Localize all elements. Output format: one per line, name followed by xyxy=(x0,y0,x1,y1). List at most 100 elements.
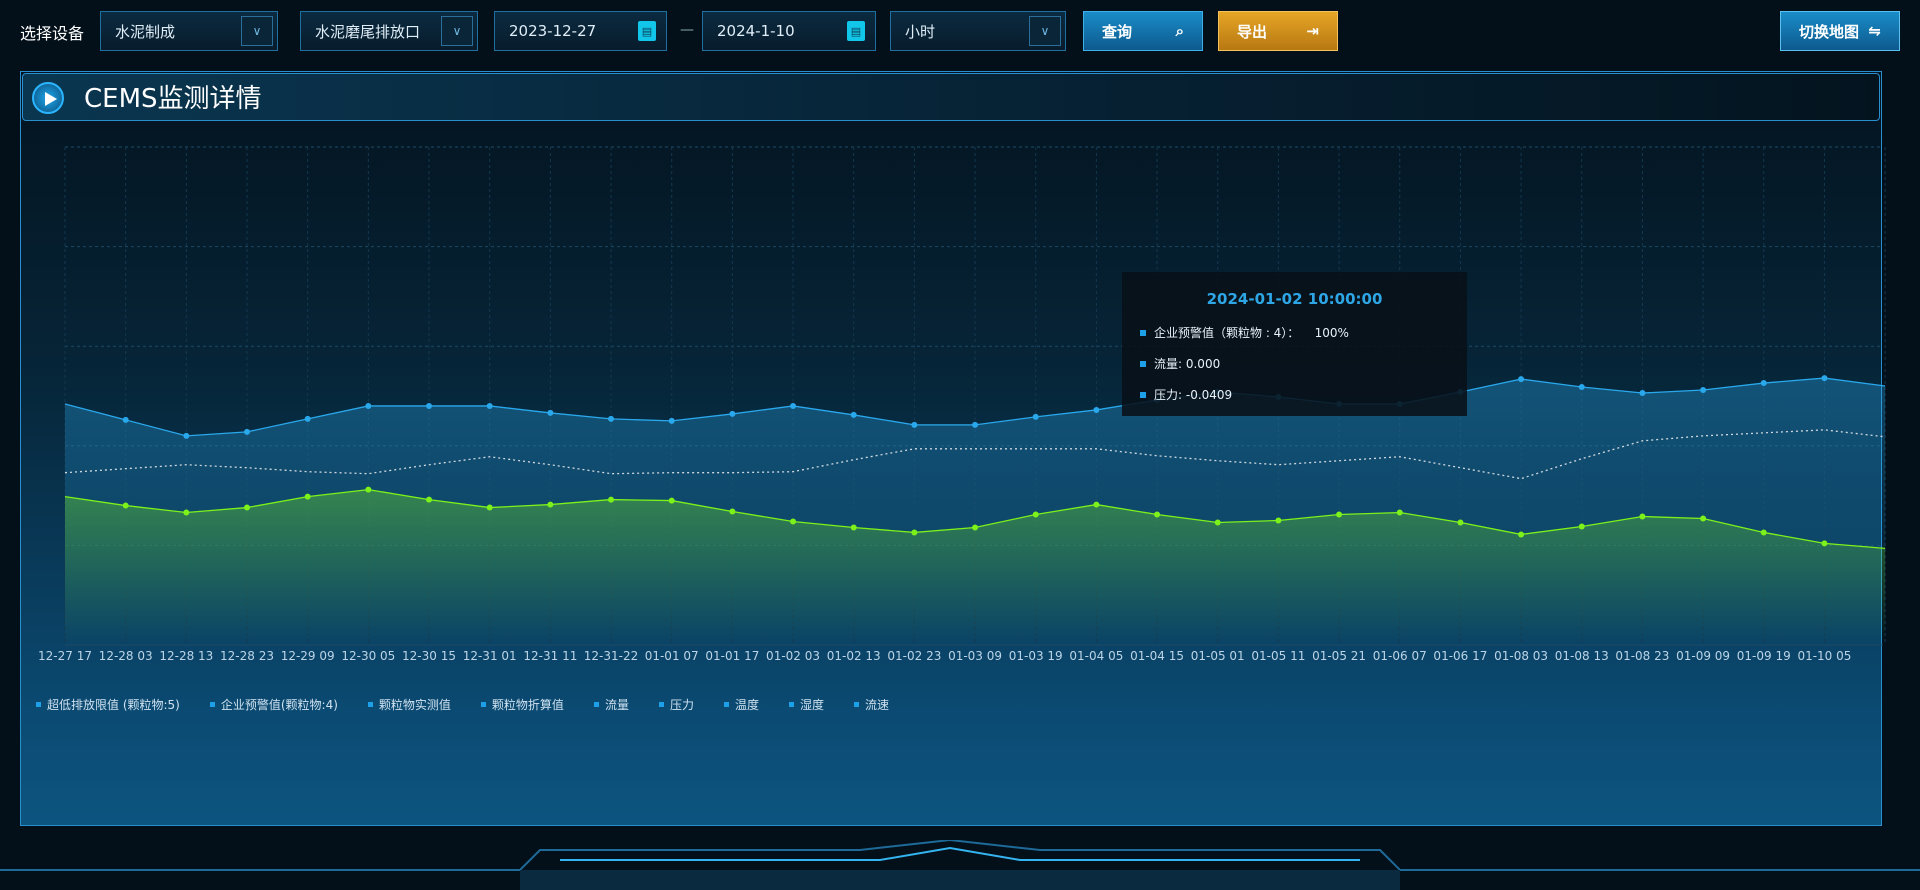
data-point xyxy=(729,508,736,515)
x-tick-label: 01-06 07 xyxy=(1372,649,1427,663)
x-tick-label: 01-03 09 xyxy=(948,649,1003,663)
x-tick-label: 01-01 07 xyxy=(644,649,699,663)
series-line xyxy=(64,429,1886,480)
x-tick-label: 01-09 19 xyxy=(1736,649,1791,663)
swap-icon: ⇋ xyxy=(1868,22,1881,40)
calendar-icon[interactable]: ▤ xyxy=(638,21,656,41)
data-point xyxy=(426,496,433,503)
chevron-down-icon: ∨ xyxy=(241,16,273,46)
x-tick-label: 01-05 21 xyxy=(1312,649,1367,663)
data-point xyxy=(1821,375,1828,382)
export-label: 导出 xyxy=(1237,22,1268,41)
legend-item[interactable]: 温度 xyxy=(723,696,759,713)
legend-marker-icon xyxy=(658,702,664,707)
x-tick-label: 01-02 03 xyxy=(766,649,821,663)
data-point xyxy=(1032,413,1039,420)
data-point xyxy=(1639,390,1646,397)
legend-item[interactable]: 企业预警值(颗粒物:4) xyxy=(209,696,338,713)
legend-marker-icon xyxy=(723,702,729,707)
data-point xyxy=(244,428,251,435)
end-date-value: 2024-1-10 xyxy=(717,22,795,40)
legend-item[interactable]: 湿度 xyxy=(788,696,824,713)
legend-marker-icon xyxy=(854,702,859,707)
export-button[interactable]: 导出 ⇥ xyxy=(1218,11,1338,51)
query-button[interactable]: 查询 ⌕ xyxy=(1083,11,1203,51)
data-point xyxy=(1639,513,1646,520)
data-point xyxy=(911,529,918,536)
calendar-icon[interactable]: ▤ xyxy=(847,21,865,41)
data-point xyxy=(790,402,797,409)
data-point xyxy=(547,501,554,508)
x-tick-label: 01-08 23 xyxy=(1615,649,1670,663)
data-point xyxy=(911,421,918,428)
data-point xyxy=(850,524,857,531)
legend-item[interactable]: 压力 xyxy=(658,696,694,713)
data-point xyxy=(1457,519,1464,526)
x-tick-label: 01-04 15 xyxy=(1130,649,1185,663)
data-point xyxy=(122,502,129,509)
bullet-icon xyxy=(1140,329,1146,336)
switch-map-label: 切换地图 xyxy=(1799,22,1860,41)
legend-item[interactable]: 超低排放限值 (颗粒物:5) xyxy=(36,696,180,713)
x-tick-label: 12-28 03 xyxy=(98,649,153,663)
x-tick-label: 12-30 05 xyxy=(341,649,396,663)
data-point xyxy=(426,402,433,409)
end-date-input[interactable]: 2024-1-10 ▤ xyxy=(702,11,876,51)
data-point xyxy=(365,486,372,493)
data-point xyxy=(972,421,979,428)
device-select-value: 水泥制成 xyxy=(115,22,176,41)
query-label: 查询 xyxy=(1102,22,1133,41)
data-point xyxy=(486,402,493,409)
tooltip-title: 2024-01-02 10:00:00 xyxy=(1206,290,1383,308)
legend-marker-icon xyxy=(367,702,373,707)
tooltip-row: 压力: -0.0409 xyxy=(1140,386,1449,403)
x-tick-label: 01-05 11 xyxy=(1251,649,1306,663)
series-area xyxy=(65,489,1886,645)
legend-marker-icon xyxy=(788,702,794,707)
chart-legend: 超低排放限值 (颗粒物:5) 企业预警值(颗粒物:4) 颗粒物实测值 颗粒物折算… xyxy=(36,696,919,713)
play-icon xyxy=(32,82,64,114)
data-point xyxy=(1518,376,1525,383)
data-point xyxy=(1760,380,1767,387)
legend-item[interactable]: 颗粒物实测值 xyxy=(367,696,451,713)
legend-item[interactable]: 颗粒物折算值 xyxy=(480,696,564,713)
x-tick-label: 12-31 11 xyxy=(523,649,578,663)
start-date-input[interactable]: 2023-12-27 ▤ xyxy=(494,11,667,51)
data-point xyxy=(790,518,797,525)
x-tick-label: 12-28 13 xyxy=(159,649,214,663)
switch-map-button[interactable]: 切换地图 ⇋ xyxy=(1780,11,1900,51)
x-tick-label: 01-02 13 xyxy=(826,649,881,663)
data-point xyxy=(608,496,615,503)
x-tick-label: 12-27 17 xyxy=(38,649,92,663)
data-point xyxy=(1396,509,1403,516)
data-point xyxy=(1821,540,1828,547)
x-tick-label: 12-31 01 xyxy=(462,649,517,663)
panel-header xyxy=(22,73,1880,121)
date-separator: — xyxy=(680,22,694,38)
data-point xyxy=(1700,387,1707,394)
data-point xyxy=(304,493,311,500)
start-date-value: 2023-12-27 xyxy=(509,22,597,40)
data-point xyxy=(183,509,190,516)
data-point xyxy=(365,402,372,409)
data-point xyxy=(304,415,311,422)
x-tick-label: 01-10 05 xyxy=(1797,649,1852,663)
legend-item[interactable]: 流量 xyxy=(593,696,629,713)
bullet-icon xyxy=(1140,391,1146,398)
chart-tooltip: 2024-01-02 10:00:00 企业预警值（颗粒物 : 4）： 100%… xyxy=(1122,272,1467,416)
data-point xyxy=(183,432,190,439)
data-point xyxy=(1214,519,1221,526)
interval-select[interactable]: 小时 ∨ xyxy=(890,11,1066,51)
outlet-select[interactable]: 水泥磨尾排放口 ∨ xyxy=(300,11,478,51)
x-tick-label: 12-29 09 xyxy=(280,649,335,663)
tooltip-row: 流量: 0.000 xyxy=(1140,355,1449,372)
data-point xyxy=(1032,511,1039,518)
footer-decoration xyxy=(0,840,1920,890)
device-select[interactable]: 水泥制成 ∨ xyxy=(100,11,278,51)
data-point xyxy=(1093,406,1100,413)
data-point xyxy=(1336,511,1343,518)
legend-item[interactable]: 流速 xyxy=(854,696,889,713)
x-tick-label: 01-03 19 xyxy=(1008,649,1063,663)
legend-marker-icon xyxy=(36,702,41,707)
